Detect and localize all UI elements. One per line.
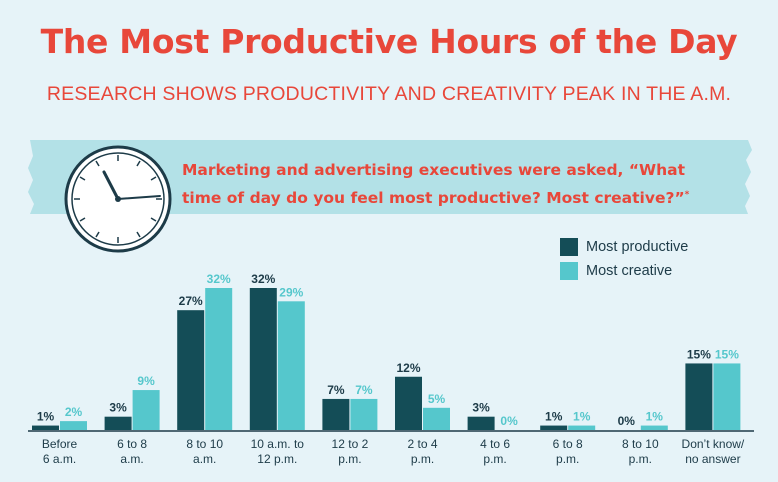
data-label-productive-8: 0% bbox=[618, 414, 636, 428]
data-label-productive-4: 7% bbox=[327, 383, 345, 397]
data-label-creative-6: 0% bbox=[500, 414, 518, 428]
clock-icon bbox=[64, 145, 172, 253]
data-label-productive-7: 1% bbox=[545, 410, 563, 424]
tick-label-6-line-2: p.m. bbox=[483, 452, 506, 466]
data-label-creative-5: 5% bbox=[428, 392, 446, 406]
data-label-creative-7: 1% bbox=[573, 410, 591, 424]
tick-label-2-line-1: 8 to 10 bbox=[186, 437, 223, 451]
tick-label-4-line-1: 12 to 2 bbox=[332, 437, 369, 451]
legend-label-creative: Most creative bbox=[586, 263, 673, 279]
data-label-creative-3: 29% bbox=[279, 285, 303, 299]
data-label-productive-6: 3% bbox=[472, 401, 490, 415]
survey-question: Marketing and advertising executives wer… bbox=[182, 158, 752, 211]
bar-productive-4 bbox=[322, 398, 350, 430]
bar-creative-8 bbox=[640, 425, 668, 430]
question-line-1: Marketing and advertising executives wer… bbox=[182, 161, 686, 179]
question-line-2-text: time of day do you feel most productive?… bbox=[182, 189, 685, 208]
tick-label-3-line-1: 10 a.m. to bbox=[251, 437, 305, 451]
bar-creative-9 bbox=[713, 363, 741, 430]
bar-creative-2 bbox=[205, 288, 233, 430]
bar-creative-3 bbox=[277, 301, 305, 430]
data-label-creative-1: 9% bbox=[137, 374, 155, 388]
tick-label-2-line-2: a.m. bbox=[193, 452, 216, 466]
tick-label-8-line-2: p.m. bbox=[629, 452, 652, 466]
question-line-2: time of day do you feel most productive?… bbox=[182, 183, 752, 211]
legend-swatch-productive bbox=[560, 238, 578, 256]
data-label-creative-9: 15% bbox=[715, 347, 739, 361]
bar-creative-4 bbox=[350, 398, 378, 430]
data-label-productive-3: 32% bbox=[251, 272, 275, 286]
legend-item-creative: Most creative bbox=[560, 260, 688, 282]
tick-label-0-line-2: 6 a.m. bbox=[43, 452, 76, 466]
tick-label-9-line-1: Don’t know/ bbox=[682, 437, 745, 451]
bar-productive-5 bbox=[395, 376, 422, 430]
tick-label-4-line-2: p.m. bbox=[338, 452, 361, 466]
tick-label-1-line-2: a.m. bbox=[120, 452, 143, 466]
tick-label-6-line-1: 4 to 6 bbox=[480, 437, 510, 451]
tick-label-7-line-2: p.m. bbox=[556, 452, 579, 466]
data-label-creative-0: 2% bbox=[65, 405, 83, 419]
tick-label-5-line-2: p.m. bbox=[411, 452, 434, 466]
data-label-productive-5: 12% bbox=[396, 361, 420, 375]
tick-label-3-line-2: 12 p.m. bbox=[257, 452, 297, 466]
bar-productive-7 bbox=[540, 425, 568, 430]
page-subtitle: RESEARCH SHOWS PRODUCTIVITY AND CREATIVI… bbox=[46, 83, 732, 105]
tick-label-5-line-1: 2 to 4 bbox=[407, 437, 437, 451]
tick-label-0-line-1: Before bbox=[42, 437, 78, 451]
bar-creative-5 bbox=[423, 407, 450, 430]
data-label-productive-2: 27% bbox=[179, 294, 203, 308]
data-label-productive-0: 1% bbox=[37, 410, 55, 424]
bar-productive-6 bbox=[467, 416, 495, 430]
data-label-creative-8: 1% bbox=[646, 410, 664, 424]
bar-productive-9 bbox=[685, 363, 713, 430]
data-label-creative-4: 7% bbox=[355, 383, 373, 397]
data-label-productive-1: 3% bbox=[109, 401, 127, 415]
footnote-mark: * bbox=[684, 190, 690, 200]
data-label-productive-9: 15% bbox=[687, 347, 711, 361]
legend-label-productive: Most productive bbox=[586, 239, 689, 255]
tick-label-8-line-1: 8 to 10 bbox=[622, 437, 659, 451]
bar-creative-1 bbox=[132, 390, 160, 430]
tick-label-9-line-2: no answer bbox=[685, 452, 740, 466]
bar-creative-0 bbox=[60, 421, 87, 430]
bar-productive-2 bbox=[177, 310, 205, 430]
bar-productive-1 bbox=[104, 416, 132, 430]
bar-productive-3 bbox=[249, 288, 277, 430]
tick-label-1-line-1: 6 to 8 bbox=[117, 437, 147, 451]
bar-productive-0 bbox=[32, 425, 59, 430]
chart-legend: Most productive Most creative bbox=[560, 236, 688, 284]
page-title: The Most Productive Hours of the Day bbox=[40, 22, 738, 61]
legend-swatch-creative bbox=[560, 262, 578, 280]
data-label-creative-2: 32% bbox=[207, 272, 231, 286]
banner-shape bbox=[28, 140, 752, 214]
legend-item-productive: Most productive bbox=[560, 236, 688, 258]
bar-creative-7 bbox=[568, 425, 596, 430]
tick-label-7-line-1: 6 to 8 bbox=[553, 437, 583, 451]
